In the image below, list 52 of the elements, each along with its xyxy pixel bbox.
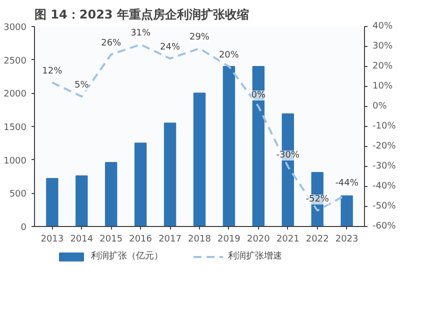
bar bbox=[134, 142, 147, 226]
bar bbox=[46, 178, 58, 226]
legend-label: 利润扩张（亿元） bbox=[90, 250, 163, 262]
y-tick-label: 500 bbox=[9, 190, 27, 200]
bar bbox=[76, 175, 88, 226]
data-label: 20% bbox=[218, 50, 240, 60]
x-tick-label: 2022 bbox=[306, 234, 329, 244]
y-tick-label: 1000 bbox=[4, 156, 27, 166]
y2-tick-label: -30% bbox=[372, 162, 396, 172]
y2-tick-label: -10% bbox=[372, 122, 396, 132]
x-tick-label: 2018 bbox=[188, 234, 212, 244]
y-tick-label: 0 bbox=[20, 223, 27, 233]
data-label: 12% bbox=[42, 66, 63, 76]
x-tick-label: 2015 bbox=[100, 234, 123, 244]
y2-tick-label: 10% bbox=[372, 82, 393, 92]
data-label: 31% bbox=[130, 28, 152, 38]
data-label: 5% bbox=[74, 80, 90, 90]
x-tick-label: 2019 bbox=[218, 234, 241, 244]
y2-tick-label: -20% bbox=[372, 142, 396, 152]
x-tick-label: 2014 bbox=[70, 234, 94, 244]
bar bbox=[164, 122, 176, 226]
y2-tick-label: 20% bbox=[372, 62, 393, 72]
x-tick-label: 2020 bbox=[246, 234, 270, 244]
y-tick-label: 3000 bbox=[4, 23, 27, 33]
bar bbox=[193, 92, 206, 226]
y2-tick-label: -60% bbox=[372, 222, 396, 232]
y-tick-label: 2500 bbox=[4, 56, 27, 66]
y2-tick-label: -50% bbox=[372, 202, 396, 212]
y-tick-label: 1500 bbox=[4, 123, 27, 133]
x-tick-label: 2017 bbox=[158, 234, 182, 244]
bar bbox=[252, 66, 265, 226]
y2-tick-label: 40% bbox=[372, 22, 393, 32]
x-tick-label: 2013 bbox=[40, 234, 64, 244]
bar bbox=[340, 195, 353, 226]
data-label: -30% bbox=[276, 150, 300, 160]
data-label: 24% bbox=[160, 42, 180, 52]
data-label: -52% bbox=[306, 194, 330, 204]
legend-label: 利润扩张增速 bbox=[228, 250, 282, 262]
data-label: 26% bbox=[101, 38, 122, 48]
x-tick-label: 2016 bbox=[129, 234, 152, 244]
data-label: -44% bbox=[335, 178, 359, 188]
bar bbox=[105, 162, 118, 226]
chart-title: 图 14：2023 年重点房企利润扩张收缩 bbox=[34, 8, 249, 22]
x-tick-label: 2021 bbox=[276, 234, 300, 244]
y2-tick-label: 30% bbox=[372, 42, 393, 52]
data-label: 0% bbox=[251, 90, 266, 100]
x-tick-label: 2023 bbox=[335, 234, 358, 244]
data-label: 29% bbox=[190, 32, 210, 42]
y2-tick-label: -40% bbox=[372, 182, 396, 192]
bar bbox=[222, 66, 236, 226]
y-tick-label: 2000 bbox=[4, 90, 27, 100]
y2-tick-label: 0% bbox=[372, 102, 388, 112]
